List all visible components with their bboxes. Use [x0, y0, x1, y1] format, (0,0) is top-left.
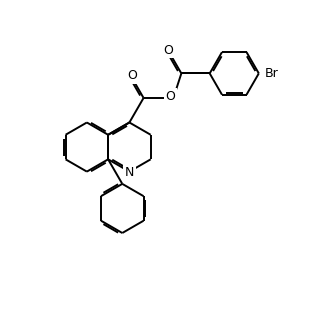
- Text: O: O: [163, 44, 173, 57]
- Text: O: O: [127, 69, 137, 82]
- Text: N: N: [125, 166, 134, 179]
- Text: O: O: [165, 90, 175, 103]
- Text: Br: Br: [264, 67, 278, 80]
